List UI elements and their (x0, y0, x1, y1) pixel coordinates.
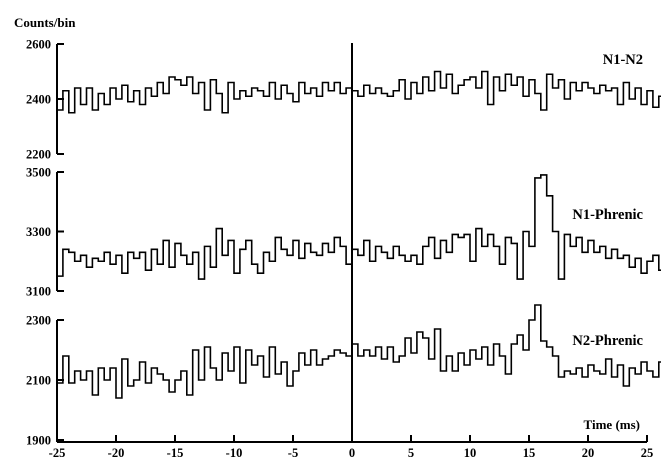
panel-n1-n2: 2200 2400 2600 N1-N2 (26, 38, 661, 162)
series-line-n2-phrenic (57, 304, 661, 399)
y-tick-label-n1-n2: 2200 (26, 148, 51, 162)
x-tick-label: 10 (464, 446, 477, 459)
x-tick-label: -20 (108, 446, 125, 459)
x-tick-label: -15 (167, 446, 184, 459)
series-label-n1-n2: N1-N2 (603, 52, 643, 68)
y-tick-label-n1-n2: 2600 (26, 38, 51, 52)
series-line-n1-n2 (57, 70, 661, 114)
x-axis-label: Time (ms) (584, 417, 640, 432)
y-tick-label-n2-phrenic: 2300 (26, 314, 51, 328)
x-tick-label: 15 (523, 446, 536, 459)
x-axis: -25 -20 -15 -10 -5 0 5 10 15 20 25 (49, 435, 654, 459)
y-tick-label-n2-phrenic: 2100 (26, 374, 51, 388)
x-tick-label: 25 (641, 446, 654, 459)
y-tick-label-n2-phrenic: 1900 (26, 434, 51, 448)
y-tick-label-n1-phrenic: 3300 (26, 225, 51, 239)
y-tick-label-n1-phrenic: 3100 (26, 285, 51, 299)
series-label-n1-phrenic: N1-Phrenic (572, 207, 643, 223)
series-line-n1-phrenic (57, 174, 661, 280)
chart-panels: 2200 2400 2600 N1-N2 3100 3300 3500 N1-Phrenic 1… (26, 38, 661, 448)
x-tick-label: -5 (288, 446, 298, 459)
y-tick-label-n1-n2: 2400 (26, 93, 51, 107)
x-tick-label: 20 (582, 446, 595, 459)
x-tick-label: 5 (408, 446, 414, 459)
panel-n2-phrenic: 1900 2100 2300 N2-Phrenic (26, 304, 661, 448)
panel-n1-phrenic: 3100 3300 3500 N1-Phrenic (26, 166, 661, 299)
x-tick-label: 0 (349, 446, 355, 459)
y-axis-label: Counts/bin (14, 15, 76, 30)
x-tick-label: -10 (226, 446, 243, 459)
y-tick-label-n1-phrenic: 3500 (26, 166, 51, 180)
series-label-n2-phrenic: N2-Phrenic (572, 333, 643, 349)
x-tick-label: -25 (49, 446, 66, 459)
